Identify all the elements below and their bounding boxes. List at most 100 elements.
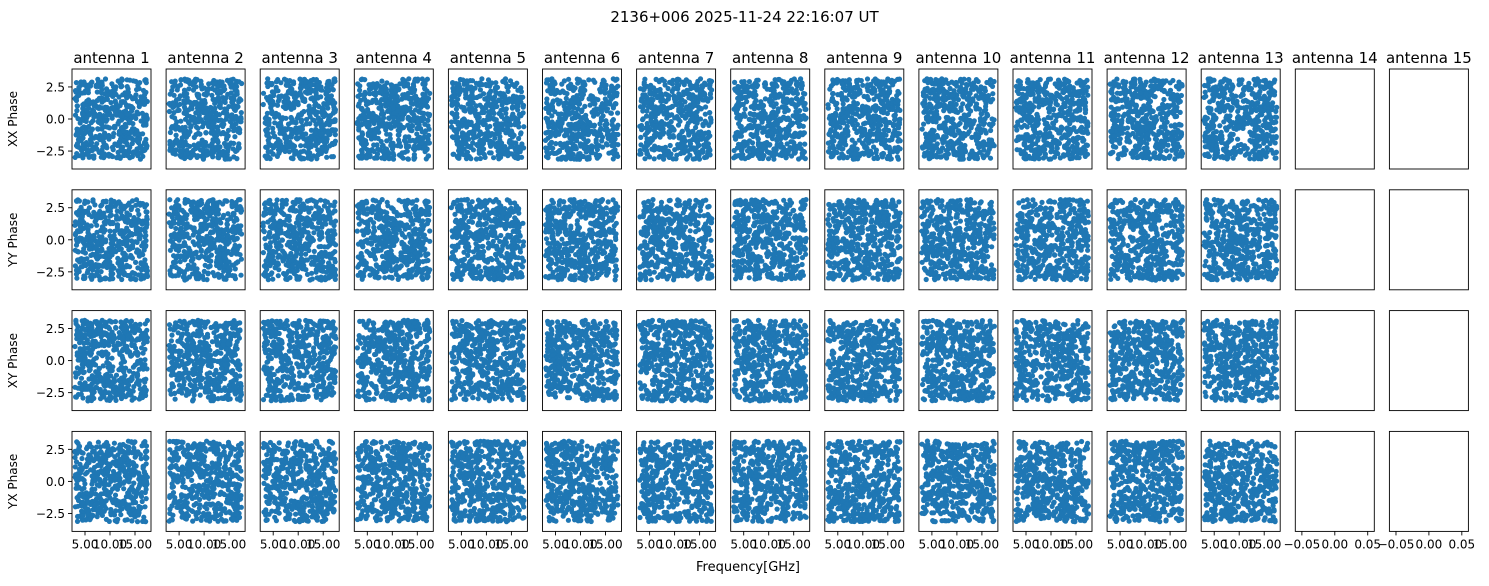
- ytick-label: −2.5: [36, 145, 65, 159]
- data-point: [758, 111, 765, 117]
- data-point: [473, 103, 479, 109]
- data-point: [84, 107, 90, 113]
- data-point: [981, 117, 987, 123]
- data-point: [487, 123, 493, 129]
- data-point: [576, 78, 583, 84]
- data-point: [301, 131, 307, 137]
- data-point: [579, 131, 585, 138]
- data-point: [734, 115, 740, 121]
- data-point: [504, 84, 510, 90]
- data-point: [260, 101, 266, 108]
- data-point: [182, 116, 189, 122]
- data-point: [182, 107, 188, 113]
- data-point: [204, 115, 211, 122]
- data-point: [589, 143, 595, 149]
- data-point: [966, 155, 972, 162]
- data-point: [565, 140, 571, 146]
- data-point: [411, 152, 417, 158]
- data-point: [762, 96, 769, 102]
- data-point: [358, 133, 365, 140]
- data-point: [576, 114, 582, 120]
- data-point: [183, 134, 190, 140]
- data-point: [762, 84, 768, 90]
- data-point: [331, 104, 337, 110]
- data-point: [260, 90, 267, 96]
- data-point: [964, 117, 970, 123]
- data-point: [375, 135, 381, 141]
- data-point: [789, 139, 796, 145]
- data-point: [405, 122, 411, 128]
- data-point: [99, 126, 105, 132]
- data-point: [518, 130, 524, 136]
- data-point: [874, 134, 881, 140]
- data-point: [980, 127, 986, 133]
- data-point: [273, 110, 279, 116]
- data-point: [106, 106, 112, 112]
- data-point: [75, 132, 81, 138]
- data-point: [840, 106, 846, 112]
- data-point: [885, 99, 891, 105]
- data-point: [134, 87, 140, 93]
- data-point: [691, 145, 697, 151]
- data-point: [487, 114, 493, 121]
- data-point: [947, 85, 953, 92]
- data-point: [984, 79, 990, 86]
- data-point: [492, 86, 498, 92]
- data-point: [102, 76, 109, 82]
- data-point: [412, 78, 418, 84]
- data-point: [230, 76, 236, 82]
- data-point: [793, 95, 799, 101]
- antenna-title: antenna 11: [1010, 49, 1096, 67]
- data-point: [216, 144, 222, 150]
- data-point: [332, 141, 338, 147]
- data-point: [363, 102, 370, 108]
- data-point: [834, 149, 840, 156]
- data-point: [293, 148, 299, 154]
- data-point: [667, 152, 673, 159]
- data-point: [137, 80, 143, 86]
- data-point: [471, 95, 477, 101]
- data-point: [383, 88, 389, 94]
- data-point: [766, 119, 772, 125]
- data-point: [421, 98, 427, 104]
- data-point: [863, 137, 869, 143]
- data-point: [510, 111, 516, 117]
- data-point: [779, 152, 785, 159]
- data-point: [734, 89, 741, 95]
- data-point: [674, 79, 680, 85]
- data-point: [604, 132, 611, 138]
- data-point: [190, 87, 197, 93]
- data-point: [262, 115, 268, 121]
- data-point: [305, 136, 311, 142]
- data-point: [167, 129, 173, 136]
- data-point: [326, 117, 332, 123]
- data-point: [731, 155, 737, 161]
- data-point: [400, 125, 406, 131]
- data-point: [756, 105, 762, 111]
- data-point: [206, 81, 212, 87]
- data-point: [453, 81, 459, 87]
- data-point: [666, 93, 672, 99]
- data-point: [118, 99, 124, 105]
- data-point: [867, 119, 874, 125]
- data-point: [507, 78, 514, 84]
- data-point: [872, 77, 878, 84]
- data-point: [896, 76, 903, 82]
- data-point: [878, 141, 885, 147]
- data-point: [143, 136, 149, 142]
- data-point: [224, 134, 230, 140]
- data-point: [137, 150, 143, 156]
- data-point: [563, 95, 569, 101]
- data-point: [543, 137, 549, 143]
- data-point: [135, 131, 141, 137]
- data-point: [750, 112, 757, 118]
- data-point: [978, 111, 984, 117]
- data-point: [270, 98, 276, 104]
- data-point: [647, 90, 653, 96]
- data-point: [414, 125, 420, 132]
- data-point: [925, 152, 931, 159]
- data-point: [361, 111, 367, 117]
- data-point: [843, 130, 849, 136]
- data-point: [266, 120, 272, 126]
- data-point: [782, 108, 788, 114]
